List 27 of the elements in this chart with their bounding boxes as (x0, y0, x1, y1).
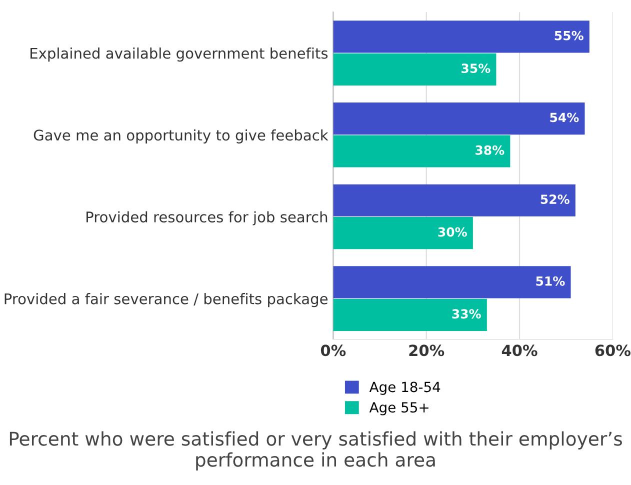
y-tick-label: Gave me an opportunity to give feeback (34, 129, 328, 144)
y-tick-label: Explained available government benefits (30, 48, 328, 62)
bar (333, 298, 487, 331)
data-label: 54% (550, 112, 579, 122)
y-tick-label: Provided a fair severance / benefits package (4, 293, 328, 308)
y-tick-label: Provided resources for job search (86, 211, 328, 226)
legend-label: Age 18-54 (369, 382, 440, 395)
data-label: 52% (540, 194, 570, 204)
x-tick-label: 60% (595, 344, 630, 356)
bar (333, 102, 585, 135)
bar (333, 184, 576, 216)
bar (333, 217, 473, 250)
data-label: 51% (536, 276, 565, 286)
bar (333, 53, 496, 86)
x-tick-label: 40% (502, 344, 538, 356)
data-label: 33% (452, 309, 481, 319)
data-label: 30% (438, 227, 467, 237)
data-label: 35% (462, 64, 490, 74)
data-label: 38% (476, 145, 504, 155)
legend-label: Age 55+ (369, 402, 428, 416)
bar (333, 135, 510, 168)
data-label: 55% (554, 30, 584, 40)
bar (333, 266, 571, 298)
text: Percent who were satisfied or very satisfied with their employer’s performance in each area (10, 431, 622, 470)
x-tick-label: 0% (320, 344, 346, 356)
bar (333, 20, 590, 53)
x-tick-label: 20% (409, 344, 444, 356)
